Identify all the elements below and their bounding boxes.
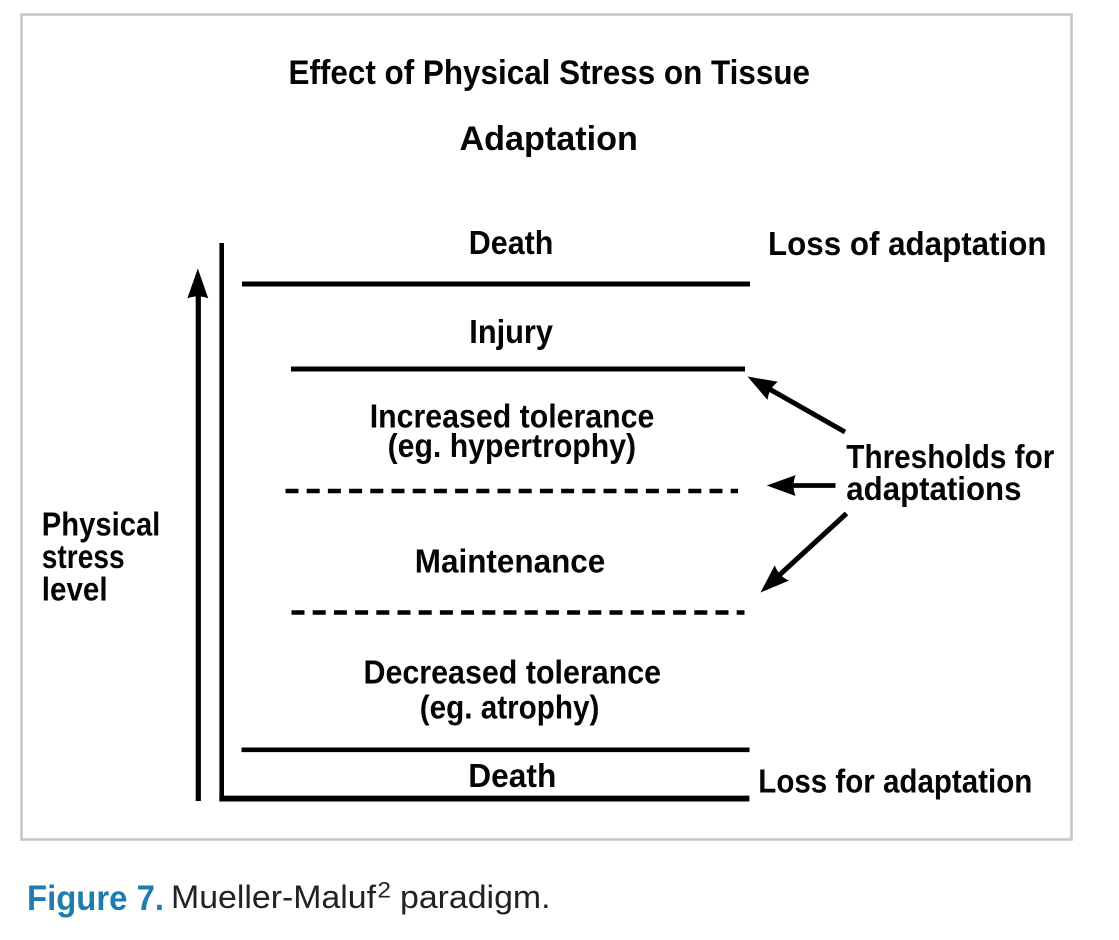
svg-text:Figure 7.: Figure 7. [27,879,164,918]
svg-text:(eg. atrophy): (eg. atrophy) [420,689,600,726]
svg-text:(eg. hypertrophy): (eg. hypertrophy) [388,427,636,464]
svg-text:Increased tolerance: Increased tolerance [370,397,655,434]
svg-text:paradigm.: paradigm. [400,879,551,915]
svg-text:Mueller-Maluf: Mueller-Maluf [171,879,376,915]
svg-text:Death: Death [469,224,554,261]
svg-text:level: level [42,571,108,608]
svg-text:2: 2 [378,878,392,903]
svg-text:Injury: Injury [469,313,553,350]
svg-text:stress: stress [42,538,125,575]
svg-text:Effect of Physical Stress on T: Effect of Physical Stress on Tissue [289,54,811,92]
svg-text:adaptations: adaptations [846,470,1021,507]
svg-text:Thresholds for: Thresholds for [846,438,1054,475]
svg-text:Loss for adaptation: Loss for adaptation [758,763,1032,800]
svg-text:Physical: Physical [42,506,161,543]
svg-text:Death: Death [468,757,556,794]
svg-text:Decreased tolerance: Decreased tolerance [364,654,662,691]
svg-text:Maintenance: Maintenance [415,543,606,580]
svg-text:Loss of adaptation: Loss of adaptation [768,225,1047,262]
svg-text:Adaptation: Adaptation [460,120,638,158]
